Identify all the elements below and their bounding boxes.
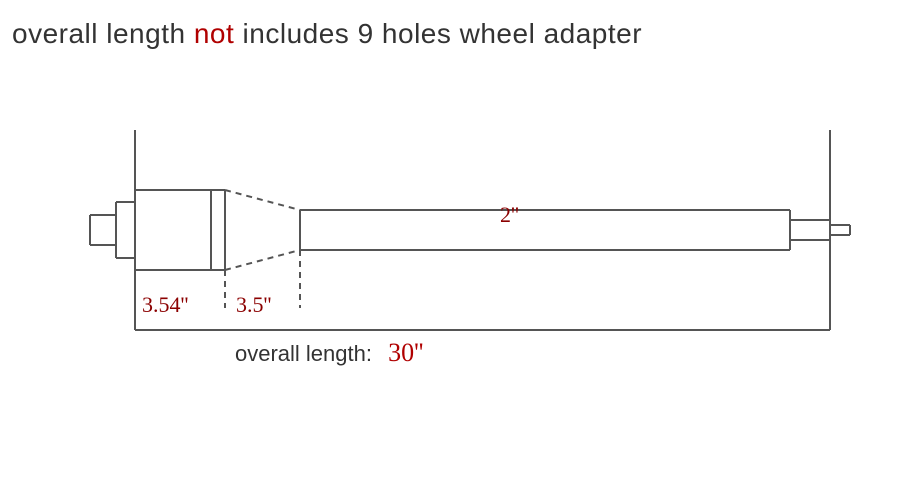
overall-length-label: overall length: 30'' <box>235 338 423 368</box>
dim-tube-diameter: 2'' <box>500 202 519 228</box>
title-highlight: not <box>194 18 234 49</box>
dim-head-length: 3.54'' <box>142 292 188 318</box>
title-prefix: overall length <box>12 18 194 49</box>
title-suffix: includes 9 holes wheel adapter <box>234 18 642 49</box>
overall-length-value: 30'' <box>388 338 423 367</box>
dim-taper-length: 3.5'' <box>236 292 271 318</box>
title-text: overall length not includes 9 holes whee… <box>12 18 642 50</box>
sketch-svg <box>60 130 880 390</box>
overall-length-text: overall length: <box>235 341 372 366</box>
dimension-diagram: 2'' 3.54'' 3.5'' overall length: 30'' <box>60 130 880 390</box>
